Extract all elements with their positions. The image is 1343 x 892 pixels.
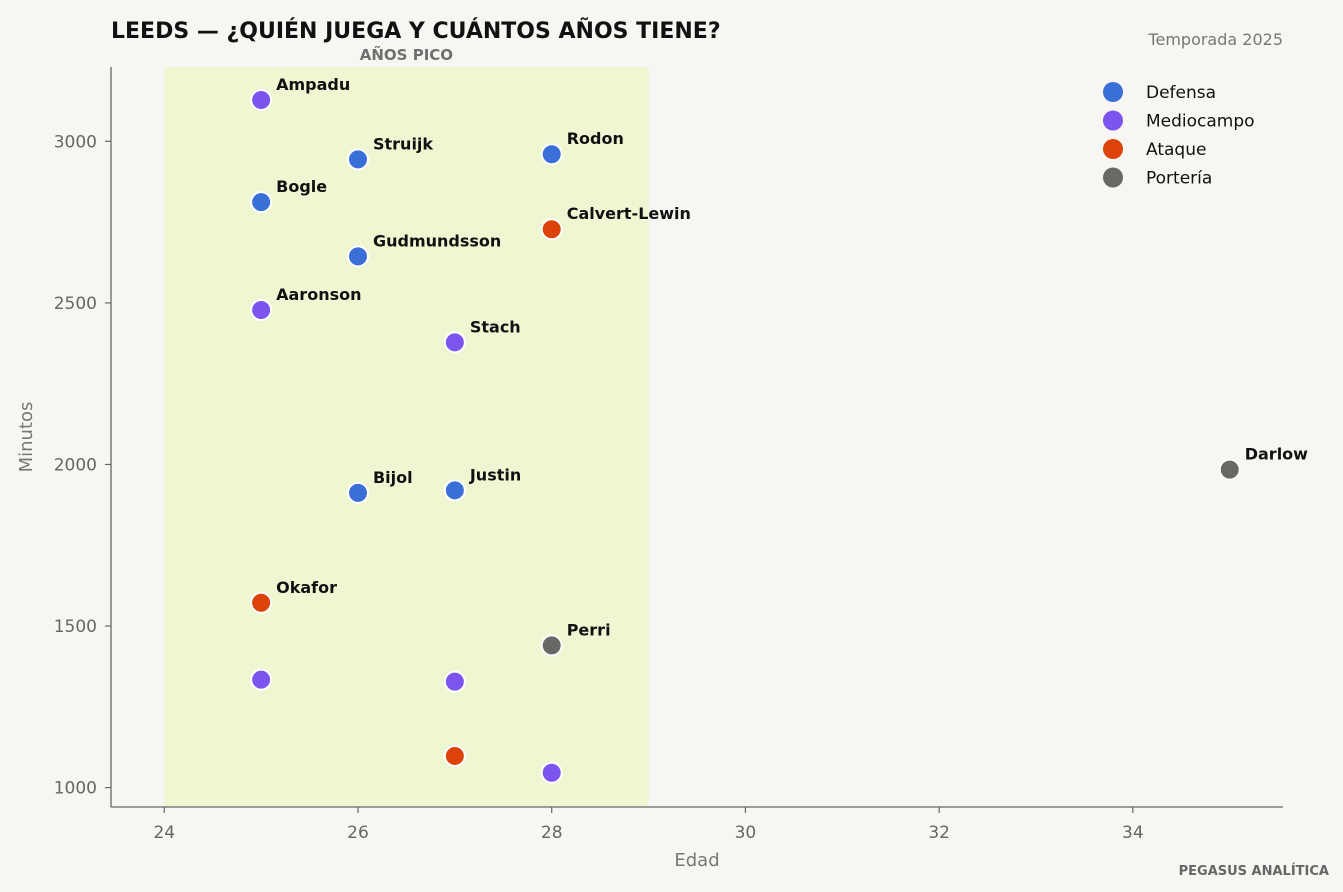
point-label: Struijk bbox=[373, 134, 433, 153]
x-tick-label: 34 bbox=[1122, 823, 1144, 843]
peak-age-band bbox=[164, 67, 649, 807]
point-label: Darlow bbox=[1245, 445, 1308, 464]
y-tick-label: 2500 bbox=[54, 294, 97, 314]
point-label: Stach bbox=[470, 317, 521, 336]
x-tick-label: 28 bbox=[541, 823, 563, 843]
y-tick-label: 2000 bbox=[54, 455, 97, 475]
point-label: Gudmundsson bbox=[373, 231, 501, 250]
y-tick-label: 1000 bbox=[54, 779, 97, 799]
data-point bbox=[346, 481, 369, 504]
point-label: Perri bbox=[567, 620, 611, 639]
legend-label: Defensa bbox=[1146, 83, 1216, 103]
chart-title: LEEDS — ¿QUIÉN JUEGA Y CUÁNTOS AÑOS TIEN… bbox=[111, 18, 721, 44]
y-axis-label: Minutos bbox=[16, 402, 37, 473]
y-tick-label: 1500 bbox=[54, 617, 97, 637]
legend-label: Portería bbox=[1146, 169, 1212, 189]
data-point bbox=[250, 88, 273, 111]
legend-marker bbox=[1103, 167, 1123, 188]
data-point bbox=[250, 668, 273, 691]
x-axis-label: Edad bbox=[674, 850, 719, 871]
point-label: Bijol bbox=[373, 468, 413, 487]
data-point bbox=[443, 670, 466, 693]
point-label: Calvert-Lewin bbox=[567, 204, 691, 223]
data-point bbox=[443, 331, 466, 354]
data-point bbox=[250, 591, 273, 614]
legend-marker bbox=[1103, 110, 1123, 131]
legend-label: Ataque bbox=[1146, 140, 1206, 160]
x-tick-label: 30 bbox=[735, 823, 757, 843]
data-point bbox=[540, 634, 563, 657]
legend-marker bbox=[1103, 139, 1123, 159]
data-point bbox=[540, 218, 563, 241]
data-point bbox=[540, 143, 563, 166]
x-tick-label: 32 bbox=[928, 823, 950, 843]
x-tick-label: 24 bbox=[153, 823, 175, 843]
y-tick-label: 3000 bbox=[54, 132, 97, 152]
data-point bbox=[443, 744, 466, 767]
data-point bbox=[540, 761, 563, 784]
x-tick-label: 26 bbox=[347, 823, 369, 843]
data-point bbox=[250, 191, 273, 214]
data-point bbox=[250, 299, 273, 322]
footer-credit: PEGASUS ANALÍTICA bbox=[1179, 863, 1329, 879]
data-point bbox=[1218, 458, 1241, 481]
point-label: Aaronson bbox=[276, 285, 361, 304]
point-label: Bogle bbox=[276, 177, 327, 196]
data-point bbox=[346, 245, 369, 268]
point-label: Ampadu bbox=[276, 75, 350, 94]
data-point bbox=[346, 148, 369, 171]
chart-subtitle: Temporada 2025 bbox=[1147, 30, 1283, 49]
legend-marker bbox=[1103, 82, 1123, 102]
point-label: Okafor bbox=[276, 578, 337, 597]
data-point bbox=[443, 479, 466, 502]
legend-label: Mediocampo bbox=[1146, 112, 1255, 132]
point-label: Justin bbox=[469, 465, 521, 484]
peak-age-label: AÑOS PICO bbox=[360, 45, 453, 64]
point-label: Rodon bbox=[567, 129, 624, 148]
